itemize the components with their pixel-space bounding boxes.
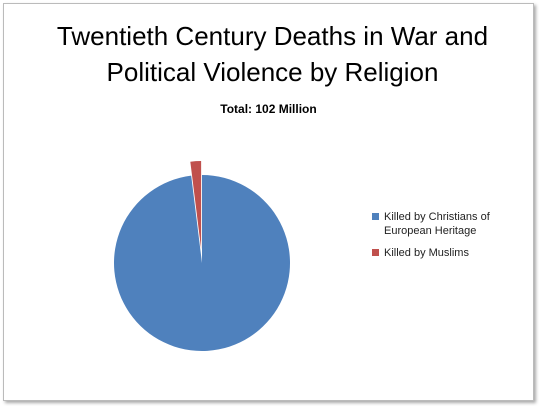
legend-label: Killed by Christians of European Heritag… — [384, 211, 490, 237]
legend: Killed by Christians of European Heritag… — [372, 210, 532, 268]
chart-subtitle: Total: 102 Million — [220, 102, 317, 116]
legend-item: Killed by Muslims — [372, 246, 532, 260]
chart-frame: Twentieth Century Deaths in War and Poli… — [3, 3, 534, 401]
pie-slice — [113, 175, 290, 352]
pie-area — [113, 161, 290, 352]
legend-swatch — [372, 213, 379, 220]
legend-item: Killed by Christians of European Heritag… — [372, 210, 532, 238]
chart-title: Twentieth Century Deaths in War and Poli… — [56, 21, 489, 87]
legend-swatch — [372, 249, 379, 256]
legend-label: Killed by Muslims — [384, 247, 469, 259]
pie-slice — [190, 161, 202, 250]
